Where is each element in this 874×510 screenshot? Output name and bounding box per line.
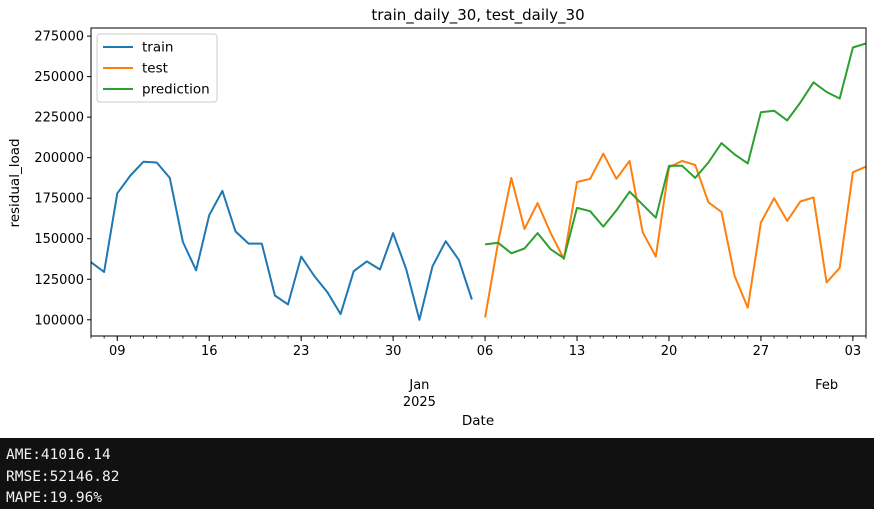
series-line-train [90,160,473,321]
x-axis: 09 16 23 30 06 13 20 27 03 Jan 2025 Feb [90,336,867,410]
chart-title: train_daily_30, test_daily_30 [371,6,584,25]
series-line-test [484,152,867,318]
x-tick-label: 20 [661,344,678,359]
x-tick-label: 30 [385,344,402,359]
x-tick-label: 27 [753,344,770,359]
y-tick-label: 250000 [34,70,84,85]
plot-frame [90,27,867,337]
y-axis-label: residual_load [7,138,23,227]
x-tick-label: 06 [477,344,494,359]
x-month-label: Jan [408,378,429,393]
legend-label-train: train [142,40,173,56]
x-month-label: Feb [815,378,838,393]
series-line-prediction [484,42,867,260]
mape-metric: MAPE:19.96% [6,490,103,507]
legend-label-test: test [142,61,168,77]
legend-label-prediction: prediction [142,82,210,98]
y-tick-label: 175000 [34,192,84,207]
x-tick-label: 09 [109,344,126,359]
y-tick-label: 225000 [34,111,84,126]
legend-box [96,33,218,103]
series-lines [90,42,867,321]
y-tick-label: 150000 [34,232,84,247]
x-year-label: 2025 [403,395,436,410]
metrics-panel: AME:41016.14 RMSE:52146.82 MAPE:19.96% [0,438,874,509]
legend: train test prediction [96,33,218,103]
y-tick-label: 200000 [34,151,84,166]
y-axis: 100000 125000 150000 175000 200000 225000 2500… [34,30,91,328]
rmse-metric: RMSE:52146.82 [6,468,120,485]
x-tick-label: 13 [569,344,586,359]
y-tick-label: 125000 [34,273,84,288]
ame-metric: AME:41016.14 [6,447,111,463]
x-tick-label: 03 [845,344,862,359]
line-chart: train_daily_30, test_daily_30 100000 1250… [7,6,867,429]
x-tick-label: 23 [293,344,310,359]
x-axis-label: Date [462,413,494,429]
y-tick-label: 100000 [34,313,84,328]
x-tick-label: 16 [201,344,218,359]
y-tick-label: 275000 [34,30,84,45]
